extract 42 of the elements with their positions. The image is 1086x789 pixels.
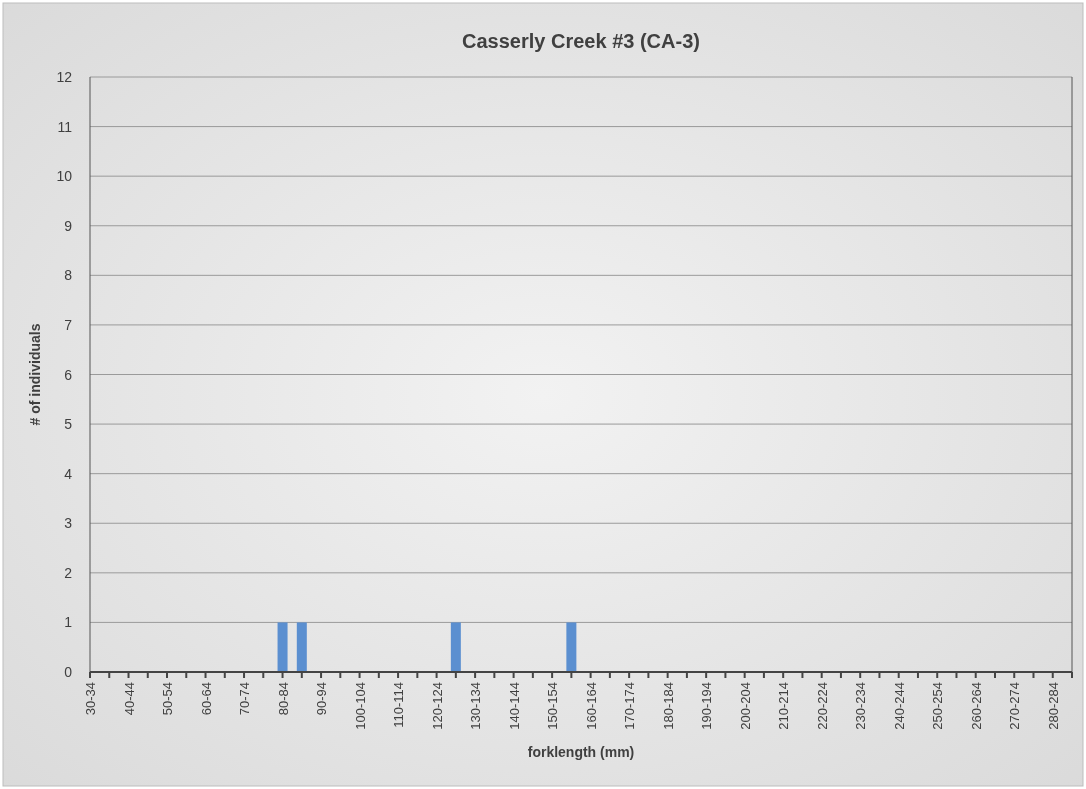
x-tick-label: 50-54 bbox=[160, 682, 176, 716]
x-tick-label: 250-254 bbox=[930, 682, 946, 730]
y-tick-label: 5 bbox=[64, 416, 73, 433]
x-tick-label: 100-104 bbox=[352, 682, 368, 730]
x-tick-label: 210-214 bbox=[776, 682, 792, 730]
x-tick-label: 190-194 bbox=[699, 682, 715, 730]
y-tick-label: 0 bbox=[64, 664, 73, 680]
y-tick-label: 6 bbox=[64, 366, 73, 383]
x-tick-label: 270-274 bbox=[1007, 682, 1023, 730]
x-axis-title: forklength (mm) bbox=[527, 744, 635, 760]
x-tick-label: 140-144 bbox=[506, 682, 522, 730]
y-tick-label: 8 bbox=[64, 267, 73, 284]
x-tick-label: 130-134 bbox=[468, 682, 484, 730]
y-tick-label: 1 bbox=[64, 614, 73, 631]
y-tick-label: 4 bbox=[64, 465, 73, 482]
chart-title: Casserly Creek #3 (CA-3) bbox=[462, 30, 700, 52]
x-tick-label: 240-244 bbox=[891, 682, 907, 730]
x-tick-label: 260-264 bbox=[968, 682, 984, 730]
x-tick-label: 160-164 bbox=[583, 682, 599, 730]
y-tick-label: 10 bbox=[56, 168, 73, 185]
y-tick-label: 2 bbox=[64, 564, 73, 581]
y-tick-label: 11 bbox=[57, 118, 73, 135]
x-tick-label: 230-234 bbox=[853, 682, 869, 730]
x-tick-label: 180-184 bbox=[660, 682, 676, 730]
x-tick-label: 70-74 bbox=[237, 682, 253, 716]
x-tick-label: 170-174 bbox=[622, 682, 638, 730]
x-tick-label: 30-34 bbox=[83, 682, 98, 716]
y-tick-label: 12 bbox=[56, 69, 73, 85]
y-axis-title: # of individuals bbox=[27, 323, 43, 426]
x-tick-label: 150-154 bbox=[545, 682, 561, 730]
x-tick-label: 60-64 bbox=[198, 682, 214, 716]
x-tick-label: 110-114 bbox=[391, 682, 407, 728]
x-tick-label: 220-224 bbox=[814, 682, 830, 730]
y-tick-label: 3 bbox=[64, 515, 73, 532]
y-tick-label: 7 bbox=[64, 316, 73, 333]
x-tick-label: 120-124 bbox=[429, 682, 445, 730]
x-tick-label: 80-84 bbox=[275, 682, 291, 716]
y-tick-label: 9 bbox=[64, 217, 73, 234]
x-tick-label: 90-94 bbox=[314, 682, 330, 716]
x-tick-label: 200-204 bbox=[737, 682, 753, 730]
x-tick-label: 280-284 bbox=[1045, 682, 1061, 730]
x-tick-label: 40-44 bbox=[121, 682, 137, 716]
